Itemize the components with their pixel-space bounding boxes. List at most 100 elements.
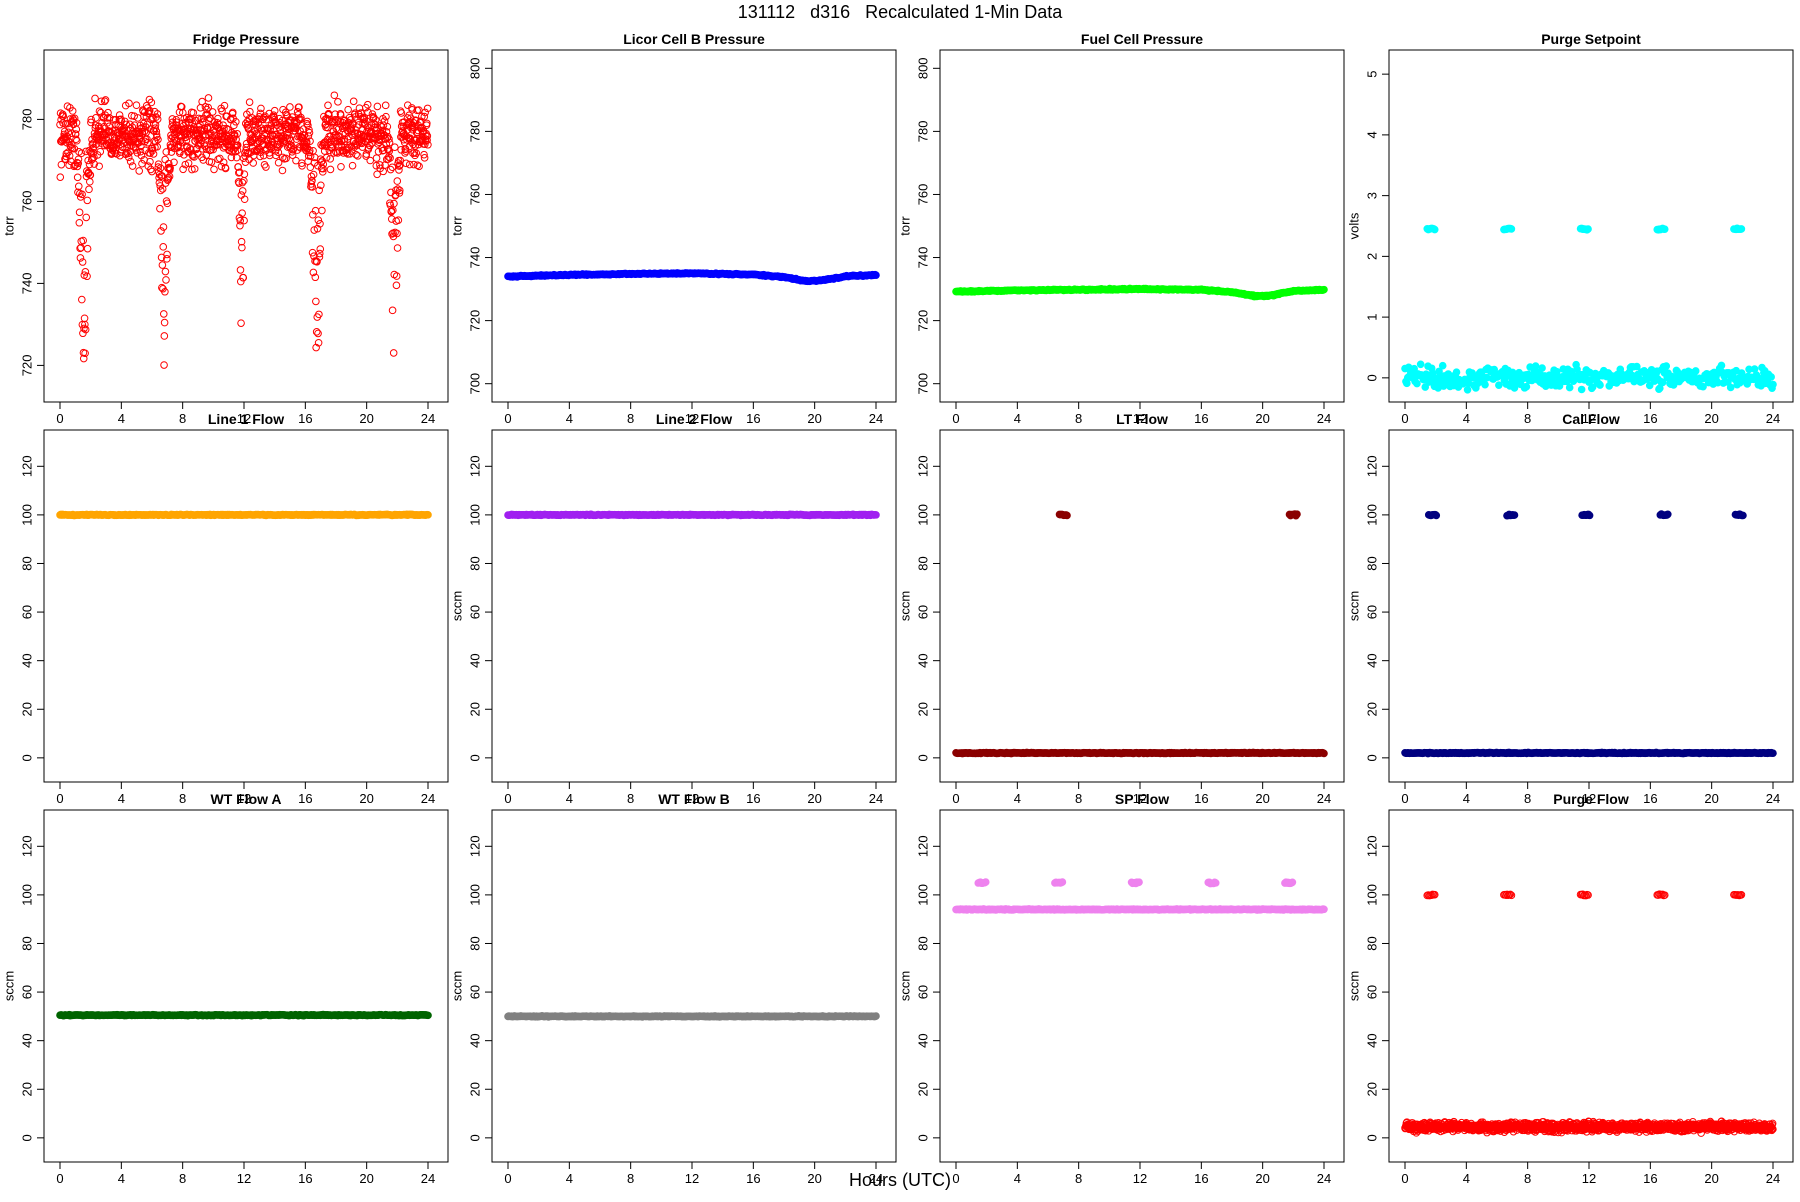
data-point [241,196,248,203]
data-point [84,245,91,252]
data-point [161,362,168,369]
data-point [331,92,338,99]
data-point [157,187,164,194]
y-axis-label: sccm [1,971,16,1001]
data-point [139,160,146,167]
data-point [76,219,83,226]
plot-frame [940,430,1344,782]
y-tick-label: 40 [19,1033,34,1047]
plot-frame [44,430,448,782]
data-point [1718,362,1725,369]
y-tick-label: 760 [915,184,930,206]
data-point [287,104,294,111]
data-point [1661,226,1668,233]
y-tick-label: 80 [467,556,482,570]
data-point [873,512,880,519]
data-point [1508,226,1515,233]
y-tick-label: 80 [19,556,34,570]
panel-title: WT Flow B [658,791,730,807]
panel-title: Licor Cell B Pressure [623,31,765,47]
data-point [1294,511,1301,518]
y-tick-label: 20 [467,1082,482,1096]
data-point [425,1012,432,1019]
y-tick-label: 0 [467,1134,482,1141]
y-tick-label: 120 [467,455,482,477]
data-point [1509,369,1516,376]
data-point [1453,369,1460,376]
y-tick-label: 120 [19,835,34,857]
data-point [1740,512,1747,519]
data-point [325,102,332,109]
y-tick-label: 800 [467,57,482,79]
data-point [350,98,357,105]
y-tick-label: 120 [19,455,34,477]
data-point [382,102,389,109]
y-tick-label: 100 [467,884,482,906]
y-tick-label: 20 [915,702,930,716]
y-tick-label: 760 [467,184,482,206]
data-point [205,95,212,102]
data-point [327,166,334,173]
data-point [73,126,80,133]
y-axis-label: volts [1346,212,1361,239]
data-point [239,188,246,195]
data-point [1433,512,1440,519]
data-point [1532,363,1539,370]
data-point [271,107,278,114]
y-axis-label: sccm [449,591,464,621]
y-tick-label: 100 [467,504,482,526]
y-tick-label: 60 [915,605,930,619]
data-point [391,144,398,151]
y-tick-label: 2 [1364,253,1379,260]
panel-title: Line 1 Flow [208,411,284,427]
y-tick-label: 0 [915,754,930,761]
data-point [161,319,168,326]
data-point [149,168,156,175]
data-point [162,268,169,275]
data-point [74,174,81,181]
data-point [1585,226,1592,233]
data-point [76,209,83,216]
data-point [84,197,91,204]
data-point [211,166,218,173]
panel-title: Fridge Pressure [193,31,300,47]
data-point [246,99,253,106]
y-tick-label: 740 [19,273,34,295]
data-point [57,174,64,181]
data-point [1321,750,1328,757]
y-tick-label: 60 [467,605,482,619]
data-point [116,112,123,119]
data-point [238,320,245,327]
y-tick-label: 60 [19,985,34,999]
y-tick-label: 100 [19,884,34,906]
y-tick-label: 760 [19,191,34,213]
y-tick-label: 80 [915,556,930,570]
data-point [1597,382,1604,389]
data-point [315,330,322,337]
data-point [1692,368,1699,375]
plot-frame [44,810,448,1162]
data-point [160,311,167,318]
y-tick-label: 20 [19,702,34,716]
y-tick-label: 100 [19,504,34,526]
data-point [355,153,362,160]
y-tick-label: 700 [467,373,482,395]
data-point [395,217,402,224]
data-point [164,200,171,207]
data-point [394,245,401,252]
plot-frame [1389,430,1793,782]
data-point [1439,362,1446,369]
y-axis-label: torr [897,216,912,236]
y-axis-label: torr [1,216,16,236]
data-point [161,333,168,340]
data-point [1464,387,1471,394]
data-point [1539,365,1546,372]
data-point [136,168,143,175]
data-point [394,178,401,185]
y-tick-label: 0 [1364,374,1379,381]
